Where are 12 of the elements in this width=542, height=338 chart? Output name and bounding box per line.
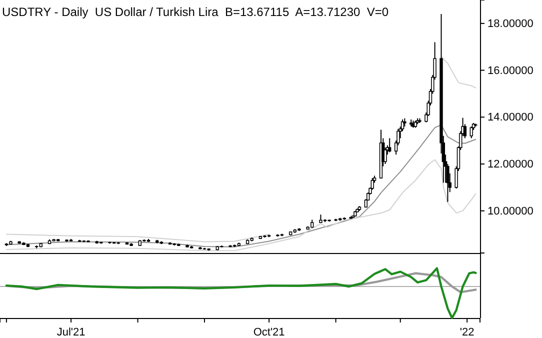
- x-tick-label: '22: [460, 326, 474, 338]
- chart-title: USDTRY - Daily US Dollar / Turkish Lira B=13.67115 A=13.71230 V=0: [2, 5, 389, 19]
- y-tick-label: 16.00000: [488, 64, 534, 77]
- y-tick-label: 10.00000: [488, 205, 534, 218]
- y-tick-label: 14.00000: [488, 112, 534, 124]
- line-series: [6, 159, 476, 252]
- candlestick: [470, 126, 473, 139]
- y-tick-label: 12.00000: [488, 158, 534, 170]
- x-tick-label: Jul'21: [56, 326, 86, 338]
- y-tick-label: 18.00000: [488, 18, 534, 30]
- x-tick-label: Oct'21: [253, 326, 285, 338]
- line-series: [6, 124, 476, 248]
